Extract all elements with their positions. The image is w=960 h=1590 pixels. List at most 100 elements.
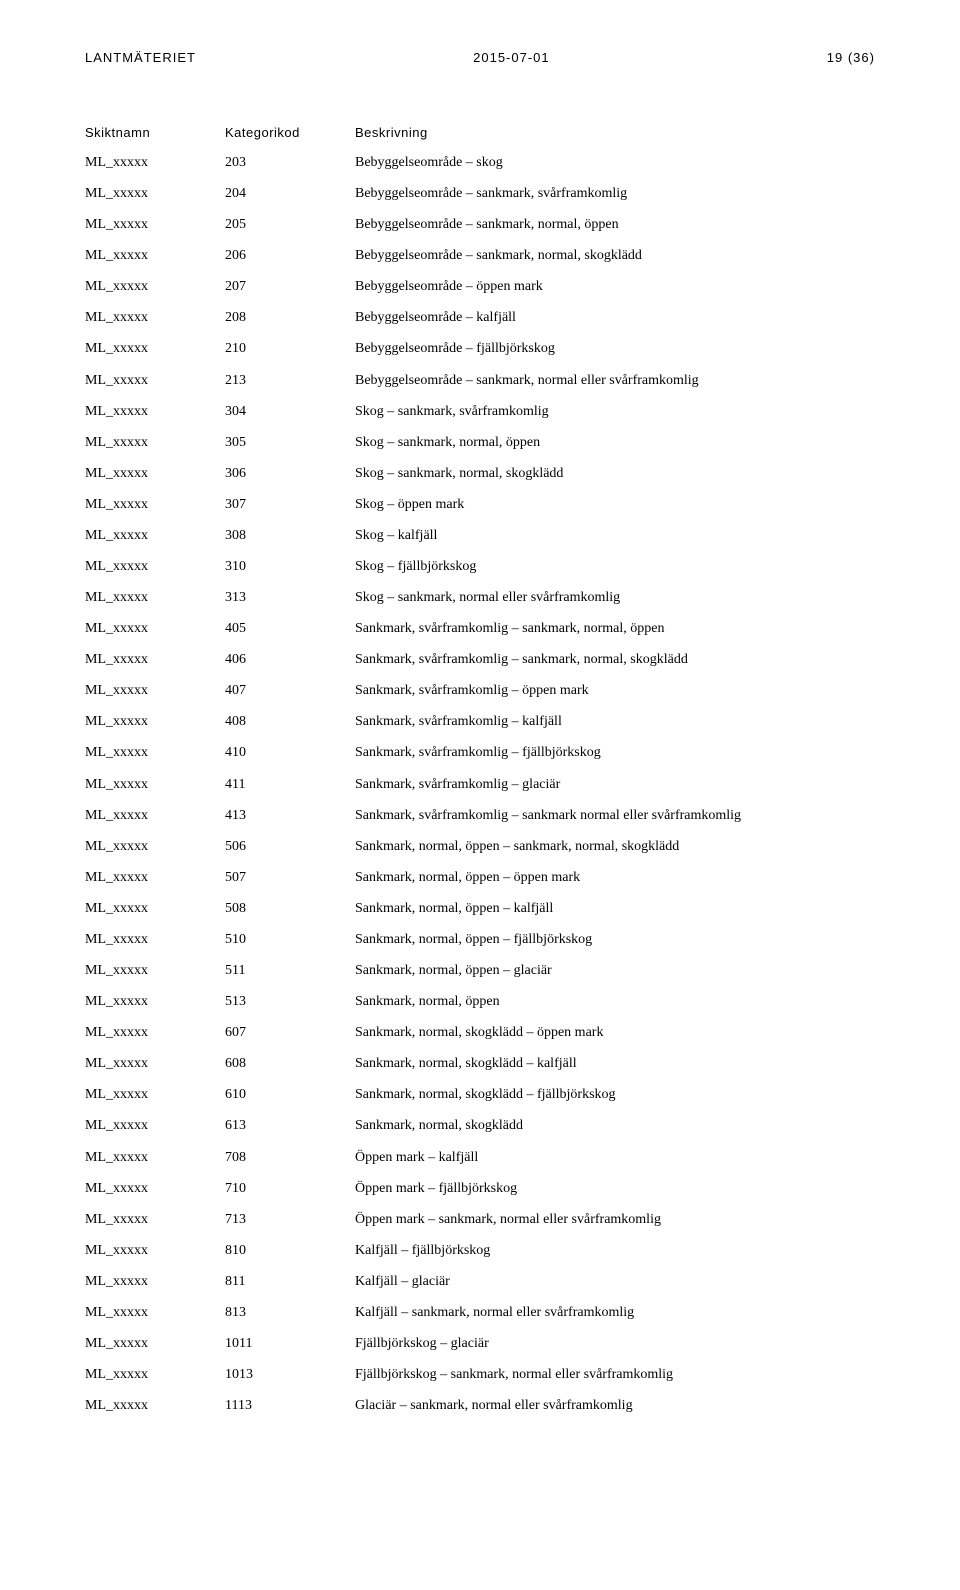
- cell-kategorikod: 508: [225, 900, 355, 919]
- table-row: ML_xxxxx310Skog – fjällbjörkskog: [85, 558, 875, 577]
- table-row: ML_xxxxx507Sankmark, normal, öppen – öpp…: [85, 869, 875, 888]
- cell-skiktnamn: ML_xxxxx: [85, 962, 225, 981]
- table-row: ML_xxxxx308Skog – kalfjäll: [85, 527, 875, 546]
- cell-skiktnamn: ML_xxxxx: [85, 1211, 225, 1230]
- cell-skiktnamn: ML_xxxxx: [85, 1180, 225, 1199]
- table-row: ML_xxxxx513Sankmark, normal, öppen: [85, 993, 875, 1012]
- cell-beskrivning: Skog – sankmark, normal, skogklädd: [355, 465, 875, 484]
- cell-beskrivning: Öppen mark – kalfjäll: [355, 1149, 875, 1168]
- table-row: ML_xxxxx810Kalfjäll – fjällbjörkskog: [85, 1242, 875, 1261]
- cell-beskrivning: Sankmark, svårframkomlig – sankmark, nor…: [355, 620, 875, 639]
- cell-beskrivning: Fjällbjörkskog – glaciär: [355, 1335, 875, 1354]
- table-row: ML_xxxxx1011Fjällbjörkskog – glaciär: [85, 1335, 875, 1354]
- cell-skiktnamn: ML_xxxxx: [85, 993, 225, 1012]
- cell-skiktnamn: ML_xxxxx: [85, 1273, 225, 1292]
- cell-kategorikod: 406: [225, 651, 355, 670]
- cell-skiktnamn: ML_xxxxx: [85, 1086, 225, 1105]
- cell-skiktnamn: ML_xxxxx: [85, 185, 225, 204]
- cell-kategorikod: 408: [225, 713, 355, 732]
- table-row: ML_xxxxx610Sankmark, normal, skogklädd –…: [85, 1086, 875, 1105]
- table-row: ML_xxxxx305Skog – sankmark, normal, öppe…: [85, 434, 875, 453]
- table-row: ML_xxxxx206Bebyggelseområde – sankmark, …: [85, 247, 875, 266]
- table-row: ML_xxxxx713Öppen mark – sankmark, normal…: [85, 1211, 875, 1230]
- column-header-skiktnamn: Skiktnamn: [85, 125, 225, 140]
- table-row: ML_xxxxx510Sankmark, normal, öppen – fjä…: [85, 931, 875, 950]
- cell-beskrivning: Sankmark, normal, öppen – kalfjäll: [355, 900, 875, 919]
- cell-kategorikod: 507: [225, 869, 355, 888]
- table-row: ML_xxxxx607Sankmark, normal, skogklädd –…: [85, 1024, 875, 1043]
- cell-kategorikod: 506: [225, 838, 355, 857]
- cell-beskrivning: Kalfjäll – glaciär: [355, 1273, 875, 1292]
- cell-kategorikod: 708: [225, 1149, 355, 1168]
- table-row: ML_xxxxx407Sankmark, svårframkomlig – öp…: [85, 682, 875, 701]
- cell-beskrivning: Bebyggelseområde – sankmark, normal, öpp…: [355, 216, 875, 235]
- cell-skiktnamn: ML_xxxxx: [85, 651, 225, 670]
- cell-beskrivning: Sankmark, svårframkomlig – sankmark norm…: [355, 807, 875, 826]
- table-row: ML_xxxxx406Sankmark, svårframkomlig – sa…: [85, 651, 875, 670]
- cell-skiktnamn: ML_xxxxx: [85, 309, 225, 328]
- cell-beskrivning: Bebyggelseområde – sankmark, normal, sko…: [355, 247, 875, 266]
- table-row: ML_xxxxx304Skog – sankmark, svårframkoml…: [85, 403, 875, 422]
- table-row: ML_xxxxx411Sankmark, svårframkomlig – gl…: [85, 776, 875, 795]
- table-row: ML_xxxxx813Kalfjäll – sankmark, normal e…: [85, 1304, 875, 1323]
- table-row: ML_xxxxx811Kalfjäll – glaciär: [85, 1273, 875, 1292]
- cell-kategorikod: 407: [225, 682, 355, 701]
- cell-skiktnamn: ML_xxxxx: [85, 1304, 225, 1323]
- cell-skiktnamn: ML_xxxxx: [85, 465, 225, 484]
- table-row: ML_xxxxx1113Glaciär – sankmark, normal e…: [85, 1397, 875, 1416]
- cell-kategorikod: 1113: [225, 1397, 355, 1416]
- table-row: ML_xxxxx208Bebyggelseområde – kalfjäll: [85, 309, 875, 328]
- cell-kategorikod: 210: [225, 340, 355, 359]
- header-page-number: 19 (36): [827, 50, 875, 65]
- cell-skiktnamn: ML_xxxxx: [85, 776, 225, 795]
- cell-skiktnamn: ML_xxxxx: [85, 1242, 225, 1261]
- cell-kategorikod: 810: [225, 1242, 355, 1261]
- table-row: ML_xxxxx203Bebyggelseområde – skog: [85, 154, 875, 173]
- cell-beskrivning: Skog – sankmark, normal, öppen: [355, 434, 875, 453]
- table-row: ML_xxxxx405Sankmark, svårframkomlig – sa…: [85, 620, 875, 639]
- cell-beskrivning: Kalfjäll – sankmark, normal eller svårfr…: [355, 1304, 875, 1323]
- cell-kategorikod: 305: [225, 434, 355, 453]
- cell-kategorikod: 207: [225, 278, 355, 297]
- table-row: ML_xxxxx210Bebyggelseområde – fjällbjörk…: [85, 340, 875, 359]
- cell-beskrivning: Sankmark, svårframkomlig – öppen mark: [355, 682, 875, 701]
- cell-kategorikod: 304: [225, 403, 355, 422]
- page-header: LANTMÄTERIET 2015-07-01 19 (36): [85, 50, 875, 65]
- cell-beskrivning: Sankmark, normal, öppen – sankmark, norm…: [355, 838, 875, 857]
- cell-skiktnamn: ML_xxxxx: [85, 558, 225, 577]
- cell-skiktnamn: ML_xxxxx: [85, 589, 225, 608]
- cell-kategorikod: 608: [225, 1055, 355, 1074]
- table-row: ML_xxxxx613Sankmark, normal, skogklädd: [85, 1117, 875, 1136]
- table-row: ML_xxxxx710Öppen mark – fjällbjörkskog: [85, 1180, 875, 1199]
- cell-skiktnamn: ML_xxxxx: [85, 340, 225, 359]
- cell-beskrivning: Bebyggelseområde – sankmark, normal elle…: [355, 372, 875, 391]
- cell-skiktnamn: ML_xxxxx: [85, 1335, 225, 1354]
- cell-beskrivning: Sankmark, normal, öppen – fjällbjörkskog: [355, 931, 875, 950]
- table-row: ML_xxxxx506Sankmark, normal, öppen – san…: [85, 838, 875, 857]
- cell-kategorikod: 205: [225, 216, 355, 235]
- table-row: ML_xxxxx207Bebyggelseområde – öppen mark: [85, 278, 875, 297]
- table-row: ML_xxxxx408Sankmark, svårframkomlig – ka…: [85, 713, 875, 732]
- cell-kategorikod: 313: [225, 589, 355, 608]
- cell-kategorikod: 410: [225, 744, 355, 763]
- cell-beskrivning: Skog – sankmark, svårframkomlig: [355, 403, 875, 422]
- cell-kategorikod: 306: [225, 465, 355, 484]
- cell-beskrivning: Sankmark, normal, skogklädd: [355, 1117, 875, 1136]
- cell-kategorikod: 307: [225, 496, 355, 515]
- cell-kategorikod: 813: [225, 1304, 355, 1323]
- cell-kategorikod: 411: [225, 776, 355, 795]
- cell-beskrivning: Skog – sankmark, normal eller svårframko…: [355, 589, 875, 608]
- cell-beskrivning: Öppen mark – fjällbjörkskog: [355, 1180, 875, 1199]
- table-row: ML_xxxxx413Sankmark, svårframkomlig – sa…: [85, 807, 875, 826]
- cell-beskrivning: Sankmark, svårframkomlig – kalfjäll: [355, 713, 875, 732]
- cell-beskrivning: Sankmark, normal, skogklädd – kalfjäll: [355, 1055, 875, 1074]
- cell-skiktnamn: ML_xxxxx: [85, 931, 225, 950]
- cell-skiktnamn: ML_xxxxx: [85, 247, 225, 266]
- cell-skiktnamn: ML_xxxxx: [85, 278, 225, 297]
- cell-skiktnamn: ML_xxxxx: [85, 372, 225, 391]
- table-row: ML_xxxxx508Sankmark, normal, öppen – kal…: [85, 900, 875, 919]
- cell-kategorikod: 811: [225, 1273, 355, 1292]
- table-row: ML_xxxxx204Bebyggelseområde – sankmark, …: [85, 185, 875, 204]
- cell-kategorikod: 206: [225, 247, 355, 266]
- cell-skiktnamn: ML_xxxxx: [85, 216, 225, 235]
